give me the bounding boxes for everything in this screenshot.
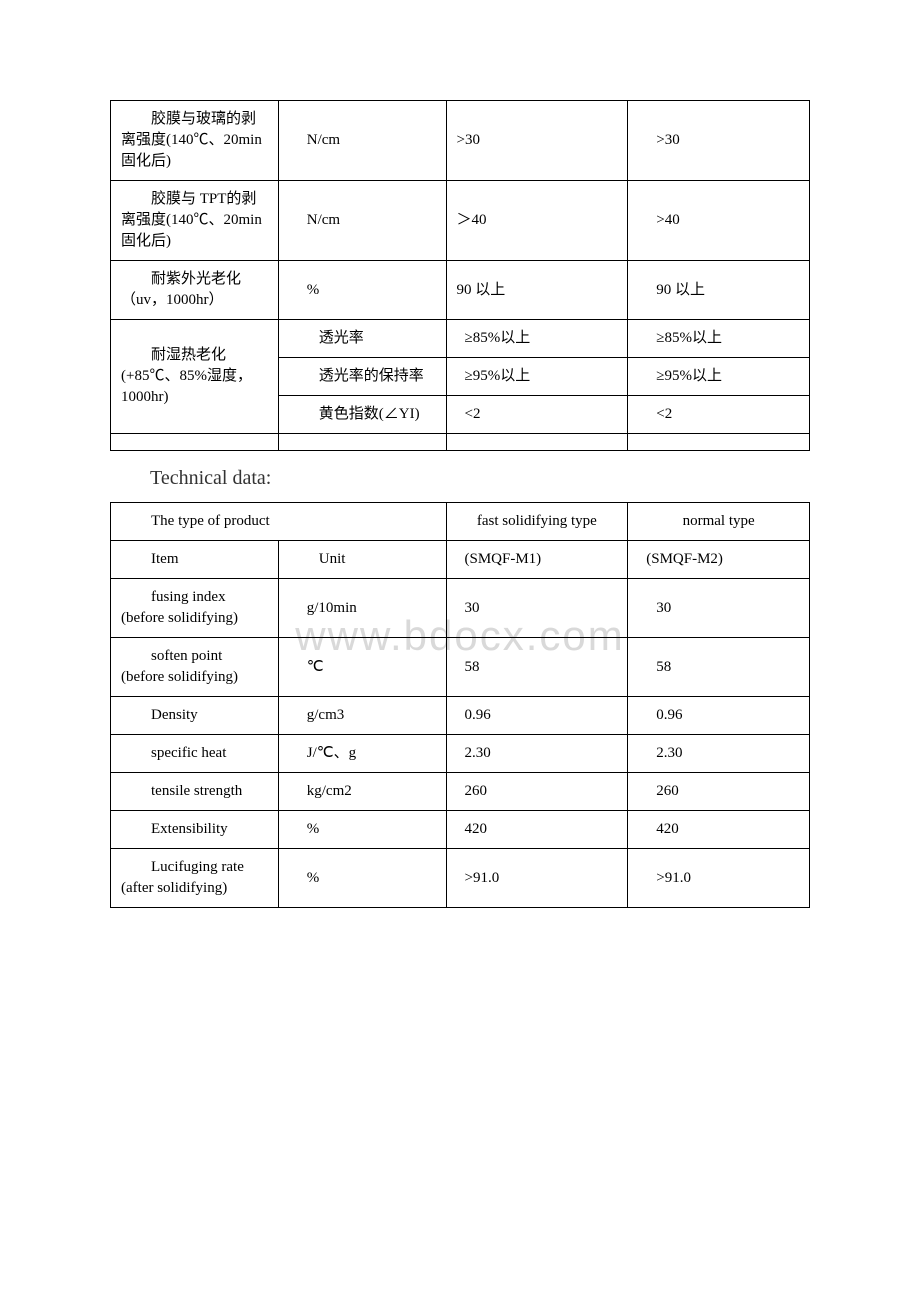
cell-head: fast solidifying type bbox=[446, 503, 628, 541]
document-page: 胶膜与玻璃的剥离强度(140℃、20min固化后) N/cm >30 >30 胶… bbox=[0, 0, 920, 968]
spec-table-en: The type of product fast solidifying typ… bbox=[110, 502, 810, 908]
cell-val-a: <2 bbox=[446, 396, 628, 434]
cell-head: (SMQF-M2) bbox=[628, 541, 810, 579]
cell-head: Unit bbox=[278, 541, 446, 579]
cell-unit: % bbox=[278, 849, 446, 908]
cell-val-b: <2 bbox=[628, 396, 810, 434]
cell-unit: g/cm3 bbox=[278, 697, 446, 735]
cell-item: Extensibility bbox=[111, 811, 279, 849]
cell-head: normal type bbox=[628, 503, 810, 541]
cell-item: 胶膜与玻璃的剥离强度(140℃、20min固化后) bbox=[111, 101, 279, 181]
cell-item: specific heat bbox=[111, 735, 279, 773]
cell-item-merged: 耐湿热老化(+85℃、85%湿度，1000hr) bbox=[111, 320, 279, 434]
cell-val-b: 90 以上 bbox=[628, 261, 810, 320]
cell-val-b: 2.30 bbox=[628, 735, 810, 773]
cell-unit: N/cm bbox=[278, 181, 446, 261]
cell-head: The type of product bbox=[111, 503, 447, 541]
cell-empty bbox=[111, 434, 279, 451]
table-head-row: The type of product fast solidifying typ… bbox=[111, 503, 810, 541]
cell-val-a: >91.0 bbox=[446, 849, 628, 908]
cell-val-b: 420 bbox=[628, 811, 810, 849]
cell-subitem: 黄色指数(∠YI) bbox=[278, 396, 446, 434]
cell-val-a: 58 bbox=[446, 638, 628, 697]
table-row: specific heat J/℃、g 2.30 2.30 bbox=[111, 735, 810, 773]
cell-val-a: 420 bbox=[446, 811, 628, 849]
cell-val-a: ≥85%以上 bbox=[446, 320, 628, 358]
cell-val-b: 0.96 bbox=[628, 697, 810, 735]
cell-val-a: ＞40 bbox=[446, 181, 628, 261]
table-row: Extensibility % 420 420 bbox=[111, 811, 810, 849]
table-head-row: Item Unit (SMQF-M1) (SMQF-M2) bbox=[111, 541, 810, 579]
cell-val-b: 30 bbox=[628, 579, 810, 638]
table-row: 耐湿热老化(+85℃、85%湿度，1000hr) 透光率 ≥85%以上 ≥85%… bbox=[111, 320, 810, 358]
cell-unit: N/cm bbox=[278, 101, 446, 181]
cell-val-b: 58 bbox=[628, 638, 810, 697]
cell-item: soften point (before solidifying) bbox=[111, 638, 279, 697]
cell-val-b: 260 bbox=[628, 773, 810, 811]
cell-val-a: >30 bbox=[446, 101, 628, 181]
cell-empty bbox=[446, 434, 628, 451]
table-row: Density g/cm3 0.96 0.96 bbox=[111, 697, 810, 735]
cell-val-b: >40 bbox=[628, 181, 810, 261]
cell-val-a: ≥95%以上 bbox=[446, 358, 628, 396]
cell-item: tensile strength bbox=[111, 773, 279, 811]
cell-unit: kg/cm2 bbox=[278, 773, 446, 811]
cell-subitem: 透光率的保持率 bbox=[278, 358, 446, 396]
cell-val-b: >30 bbox=[628, 101, 810, 181]
spec-table-cn: 胶膜与玻璃的剥离强度(140℃、20min固化后) N/cm >30 >30 胶… bbox=[110, 100, 810, 451]
cell-val-b: ≥85%以上 bbox=[628, 320, 810, 358]
cell-unit: g/10min bbox=[278, 579, 446, 638]
table-row: Lucifuging rate (after solidifying) % >9… bbox=[111, 849, 810, 908]
cell-unit: ℃ bbox=[278, 638, 446, 697]
cell-item: fusing index (before solidifying) bbox=[111, 579, 279, 638]
cell-val-b: >91.0 bbox=[628, 849, 810, 908]
table-row: fusing index (before solidifying) g/10mi… bbox=[111, 579, 810, 638]
section-title: Technical data: bbox=[150, 467, 810, 490]
cell-head: (SMQF-M1) bbox=[446, 541, 628, 579]
cell-item: Density bbox=[111, 697, 279, 735]
cell-val-a: 90 以上 bbox=[446, 261, 628, 320]
cell-unit: J/℃、g bbox=[278, 735, 446, 773]
table-row: 耐紫外光老化（uv，1000hr） % 90 以上 90 以上 bbox=[111, 261, 810, 320]
cell-val-a: 30 bbox=[446, 579, 628, 638]
table-row: soften point (before solidifying) ℃ 58 5… bbox=[111, 638, 810, 697]
table-row: tensile strength kg/cm2 260 260 bbox=[111, 773, 810, 811]
cell-unit: % bbox=[278, 811, 446, 849]
table-row: 胶膜与 TPT的剥离强度(140℃、20min固化后) N/cm ＞40 >40 bbox=[111, 181, 810, 261]
cell-val-a: 2.30 bbox=[446, 735, 628, 773]
cell-unit: % bbox=[278, 261, 446, 320]
cell-empty bbox=[628, 434, 810, 451]
cell-item: 耐紫外光老化（uv，1000hr） bbox=[111, 261, 279, 320]
cell-subitem: 透光率 bbox=[278, 320, 446, 358]
cell-item: Lucifuging rate (after solidifying) bbox=[111, 849, 279, 908]
cell-val-a: 260 bbox=[446, 773, 628, 811]
cell-head: Item bbox=[111, 541, 279, 579]
table-row: 胶膜与玻璃的剥离强度(140℃、20min固化后) N/cm >30 >30 bbox=[111, 101, 810, 181]
cell-item: 胶膜与 TPT的剥离强度(140℃、20min固化后) bbox=[111, 181, 279, 261]
cell-val-b: ≥95%以上 bbox=[628, 358, 810, 396]
table-row-empty bbox=[111, 434, 810, 451]
cell-empty bbox=[278, 434, 446, 451]
cell-val-a: 0.96 bbox=[446, 697, 628, 735]
